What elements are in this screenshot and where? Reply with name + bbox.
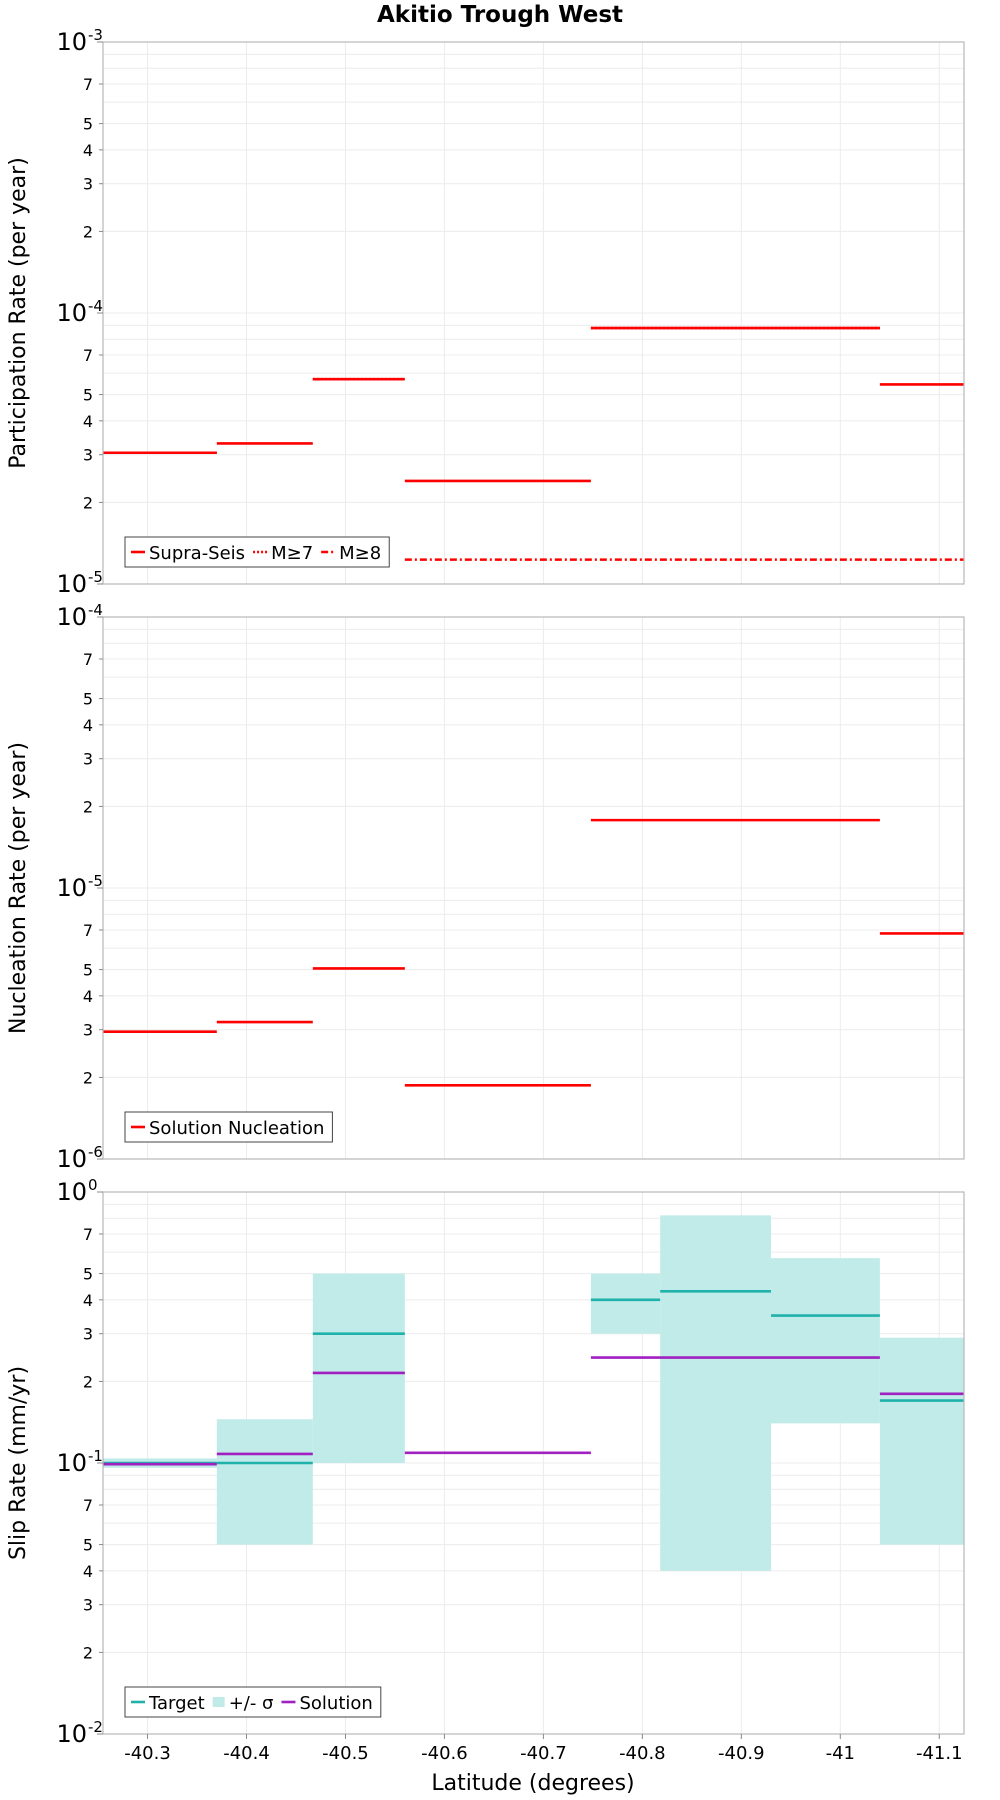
- legend-box: [124, 1686, 382, 1718]
- sigma-band: [312, 1273, 405, 1463]
- sigma-band: [771, 1258, 880, 1424]
- x-tick-label: -41: [826, 1743, 855, 1764]
- legend-swatch-sigma: [212, 1697, 225, 1707]
- legend-entry: M≥8: [339, 543, 381, 564]
- x-tick-label: -40.8: [619, 1743, 666, 1764]
- y-tick-label-exponent: -4: [88, 601, 103, 619]
- y-tick-label-exponent: -5: [88, 872, 103, 890]
- y-tick-label-minor: 3: [83, 446, 93, 465]
- y-tick-label-minor: 7: [83, 650, 93, 669]
- y-tick-label-minor: 2: [83, 797, 93, 816]
- legend-slip-rate: Target +/- σ Solution: [124, 1686, 382, 1718]
- y-tick-label-minor: 5: [83, 961, 93, 980]
- y-tick-label-minor: 5: [83, 1265, 93, 1284]
- y-tick-label-minor: 4: [83, 716, 93, 735]
- y-tick-label-minor: 4: [83, 987, 93, 1006]
- y-tick-label-minor: 5: [83, 1536, 93, 1555]
- y-axis-label-nucleation: Nucleation Rate (per year): [6, 742, 31, 1034]
- x-tick-label: -41.1: [916, 1743, 963, 1764]
- y-tick-label-minor: 7: [83, 1496, 93, 1515]
- legend-entry: Supra-Seis: [149, 543, 245, 564]
- legend-entry: Solution: [299, 1693, 372, 1714]
- x-tick-label: -40.9: [718, 1743, 765, 1764]
- y-tick-label-minor: 5: [83, 690, 93, 709]
- x-tick-label: -40.7: [520, 1743, 567, 1764]
- y-tick-label-minor: 3: [83, 1325, 93, 1344]
- legend-entry: Solution Nucleation: [149, 1118, 324, 1139]
- y-tick-label-minor: 3: [83, 1021, 93, 1040]
- y-tick-label-minor: 7: [83, 921, 93, 940]
- y-tick-label-decade: 10: [56, 1178, 87, 1206]
- legend-entry: +/- σ: [229, 1693, 274, 1714]
- y-tick-label-minor: 4: [83, 1562, 93, 1581]
- y-axis-label-participation: Participation Rate (per year): [6, 157, 31, 469]
- sigma-band: [879, 1337, 964, 1545]
- y-tick-label-exponent: -6: [88, 1143, 103, 1161]
- sigma-band: [216, 1419, 313, 1545]
- legend-nucleation: Solution Nucleation: [124, 1111, 333, 1143]
- y-tick-label-decade: 10: [56, 570, 87, 598]
- y-tick-label-decade: 10: [56, 1720, 87, 1748]
- y-tick-label-minor: 2: [83, 1372, 93, 1391]
- y-tick-label-decade: 10: [56, 299, 87, 327]
- legend-entry: Target: [148, 1693, 205, 1714]
- x-tick-label: -40.4: [223, 1743, 270, 1764]
- y-tick-label-exponent: -1: [88, 1447, 103, 1465]
- y-tick-label-minor: 2: [83, 1643, 93, 1662]
- sigma-band: [660, 1215, 772, 1571]
- y-tick-label-exponent: -2: [88, 1718, 103, 1736]
- y-tick-label-minor: 5: [83, 386, 93, 405]
- x-tick-label: -40.3: [124, 1743, 171, 1764]
- y-tick-label-minor: 5: [83, 115, 93, 134]
- x-tick-label: -40.6: [421, 1743, 468, 1764]
- y-tick-label-exponent: -3: [88, 26, 103, 44]
- y-tick-label-minor: 3: [83, 175, 93, 194]
- sigma-band: [590, 1273, 661, 1334]
- y-tick-label-minor: 4: [83, 1291, 93, 1310]
- y-tick-label-minor: 7: [83, 1225, 93, 1244]
- y-tick-label-exponent: -5: [88, 568, 103, 586]
- x-tick-label: -40.5: [322, 1743, 369, 1764]
- y-tick-label-decade: 10: [56, 28, 87, 56]
- legend-participation: Supra-Seis M≥7 M≥8: [124, 536, 390, 568]
- y-axis-label-slip-rate: Slip Rate (mm/yr): [6, 1366, 31, 1560]
- legend-box: [124, 1111, 333, 1143]
- y-tick-label-minor: 7: [83, 75, 93, 94]
- y-tick-label-minor: 3: [83, 1596, 93, 1615]
- y-tick-label-minor: 4: [83, 141, 93, 160]
- x-axis-label: Latitude (degrees): [431, 1771, 634, 1796]
- y-tick-label-minor: 7: [83, 346, 93, 365]
- y-tick-label-exponent: -4: [88, 297, 103, 315]
- y-tick-label-decade: 10: [56, 603, 87, 631]
- y-tick-label-minor: 3: [83, 750, 93, 769]
- chart-title: Akitio Trough West: [377, 2, 623, 28]
- y-tick-label-minor: 2: [83, 1068, 93, 1087]
- y-tick-label-minor: 2: [83, 222, 93, 241]
- y-tick-label-exponent: 0: [88, 1176, 98, 1194]
- y-tick-label-decade: 10: [56, 874, 87, 902]
- legend-entry: M≥7: [271, 543, 313, 564]
- y-tick-label-minor: 2: [83, 493, 93, 512]
- y-tick-label-minor: 4: [83, 412, 93, 431]
- y-tick-label-decade: 10: [56, 1449, 87, 1477]
- y-tick-label-decade: 10: [56, 1145, 87, 1173]
